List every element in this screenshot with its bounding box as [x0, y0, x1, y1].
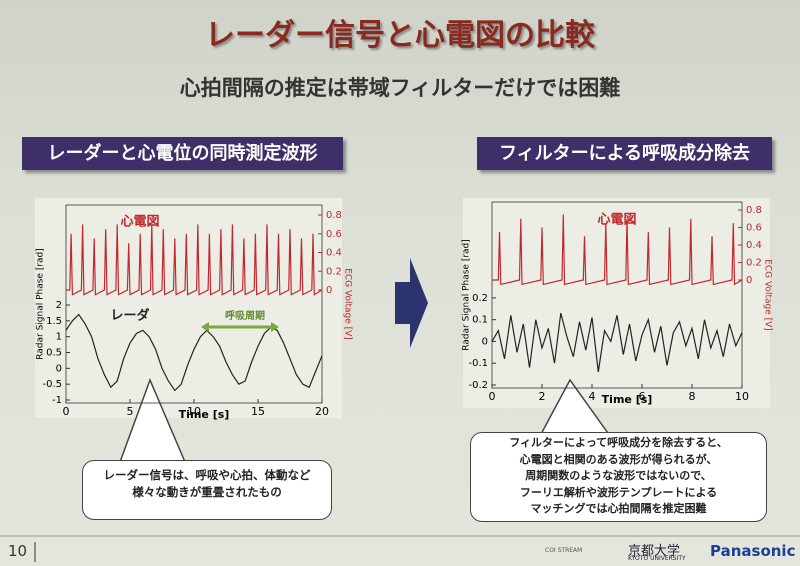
y-tick-label: -0.1 [468, 358, 488, 369]
chart-panel [463, 198, 770, 408]
x-tick-label: 10 [187, 405, 201, 418]
page-number: 10 [8, 542, 28, 560]
y-tick-label: 0 [56, 363, 62, 374]
series-label: 心電図 [597, 213, 636, 228]
callout-line: 心電図と相関のある波形が得られるが、 [519, 452, 718, 466]
y2-tick-label: 0 [746, 275, 752, 286]
section-heading: フィルターによる呼吸成分除去 [477, 137, 772, 170]
y-tick-label: -1 [52, 395, 62, 406]
x-tick-label: 10 [735, 390, 749, 403]
y-tick-label: 1 [56, 332, 62, 343]
series-label: レーダ [110, 308, 149, 324]
y-axis-label: Radar Signal Phase [rad] [462, 239, 472, 351]
y2-tick-label: 0.2 [746, 258, 762, 269]
logo-text: Panasonic [710, 542, 796, 560]
y2-axis-label: ECG Voltage [V] [343, 268, 353, 340]
y2-tick-label: 0.8 [746, 205, 762, 216]
y-axis-label: Radar Signal Phase [rad] [36, 248, 46, 360]
x-tick-label: 4 [589, 390, 596, 403]
slide-subtitle: 心拍間隔の推定は帯域フィルターだけでは困難 [179, 76, 621, 100]
annotation-arrowhead [201, 322, 209, 332]
y-tick-label: -0.5 [42, 379, 62, 390]
x-tick-label: 2 [539, 390, 546, 403]
plot-frame [491, 201, 743, 389]
series-line [65, 313, 323, 392]
annotation-arrowhead [271, 322, 279, 332]
callout: フィルターによって呼吸成分を除去すると、 心電図と相関のある波形が得られるが、 … [470, 432, 767, 522]
callout-line: フーリエ解析や波形テンプレートによる [519, 485, 718, 499]
y-tick-label: 1.5 [46, 316, 62, 327]
callout-line: 周期関数のような波形ではないので、 [525, 469, 712, 482]
chart-panel [35, 198, 342, 418]
y-tick-label: -0.2 [468, 380, 488, 391]
y2-tick-label: 0.6 [746, 223, 762, 234]
series-label: 心電図 [120, 215, 159, 230]
callout-line: フィルターによって呼吸成分を除去すると、 [509, 436, 728, 449]
annotation: 呼吸周期 [225, 309, 265, 322]
callout-line: マッチングでは心拍間隔を推定困難 [530, 502, 707, 515]
logo-text: COI STREAM [545, 547, 583, 554]
x-tick-label: 6 [639, 390, 646, 403]
x-tick-label: 0 [489, 390, 496, 403]
logo-text: KYOTO UNIVERSITY [628, 555, 686, 562]
y-tick-label: 0.5 [46, 348, 62, 359]
y2-tick-label: 0.4 [746, 240, 762, 251]
y2-tick-label: 0.6 [326, 229, 342, 240]
y2-tick-label: 0.2 [326, 266, 342, 277]
callout: レーダー信号は、呼吸や心拍、体動など 様々な動きが重畳されたもの [82, 460, 332, 520]
x-axis-label: Time [s] [602, 393, 653, 406]
series-line [491, 312, 743, 372]
series-line [492, 214, 743, 286]
x-tick-label: 20 [315, 405, 329, 418]
y2-axis-label: ECG Voltage [V] [763, 259, 773, 331]
arrow [395, 258, 428, 348]
slide-title: レーダー信号と心電図の比較 [205, 18, 595, 53]
y-tick-label: 0 [482, 336, 488, 347]
x-tick-label: 8 [689, 390, 696, 403]
callout-line: レーダー信号は、呼吸や心拍、体動など [103, 468, 311, 482]
y2-tick-label: 0 [326, 285, 332, 296]
logo-text: 京都大学 [628, 544, 681, 559]
y2-tick-label: 0.4 [326, 248, 342, 259]
section-heading: レーダーと心電位の同時測定波形 [22, 137, 343, 170]
y-tick-label: 2 [56, 300, 62, 311]
callout-line: 様々な動きが重畳されたもの [132, 485, 282, 499]
y2-tick-label: 0.8 [326, 210, 342, 221]
x-tick-label: 0 [63, 405, 70, 418]
x-axis-label: Time [s] [179, 408, 230, 421]
x-tick-label: 15 [251, 405, 265, 418]
x-tick-label: 5 [127, 405, 134, 418]
y-tick-label: 0.1 [472, 315, 488, 326]
y-tick-label: 0.2 [472, 293, 488, 304]
series-line [66, 224, 323, 296]
